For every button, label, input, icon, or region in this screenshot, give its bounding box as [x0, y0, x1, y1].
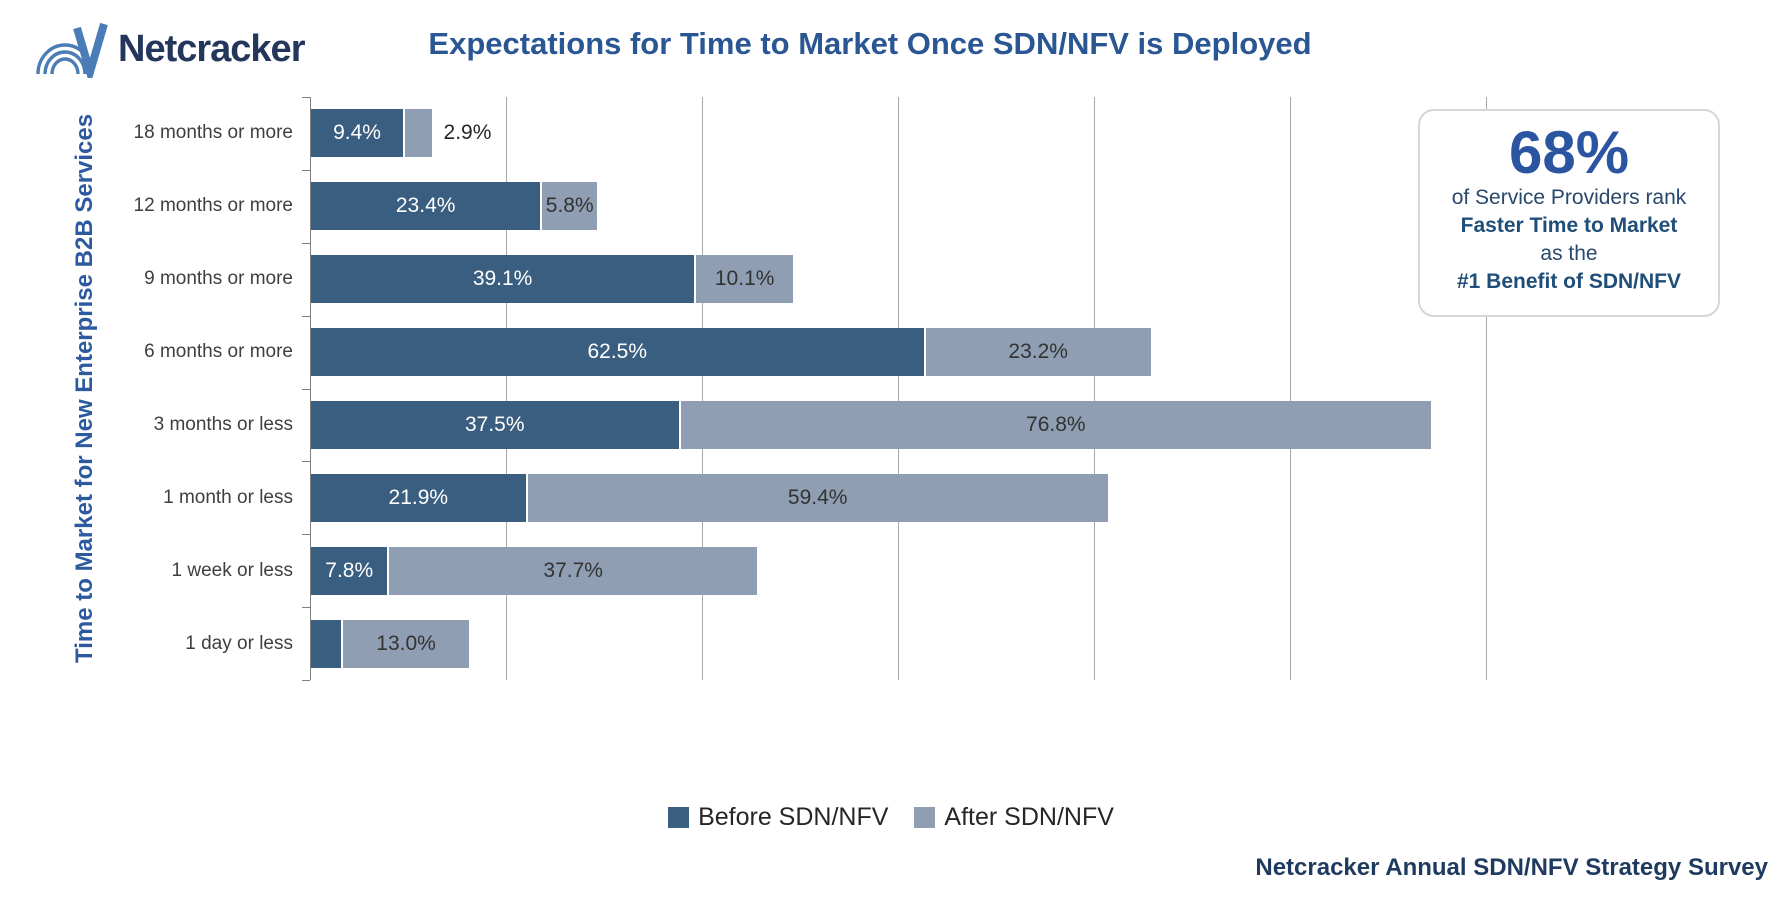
axis-tick — [302, 169, 310, 171]
gridline — [898, 97, 899, 680]
bar-label-after: 13.0% — [376, 631, 436, 655]
category-label: 1 week or less — [171, 559, 293, 581]
category-label: 12 months or more — [133, 195, 293, 217]
bar-segment-before: 23.4% — [311, 182, 541, 231]
legend: Before SDN/NFV After SDN/NFV — [0, 803, 1782, 832]
bar-label-before: 62.5% — [587, 340, 648, 364]
gridline — [1290, 97, 1291, 680]
category-axis: 18 months or more 12 months or more 9 mont… — [0, 97, 293, 680]
bar-segment-before: 9.4% — [311, 109, 404, 158]
bar-label-before: 37.5% — [464, 412, 525, 436]
callout-line-3: as the — [1540, 241, 1598, 265]
bar-label-before: 21.9% — [388, 485, 449, 509]
axis-tick — [302, 388, 310, 390]
axis-tick — [302, 97, 310, 98]
category-label: 18 months or more — [133, 122, 293, 144]
bar-label-after: 59.4% — [787, 485, 848, 509]
category-label: 1 month or less — [163, 486, 293, 508]
logo-wordmark: Netcracker — [118, 27, 305, 70]
category-axis-line — [310, 97, 311, 680]
callout-box: 68% of Service Providers rank Faster Tim… — [1418, 109, 1720, 317]
legend-label-before: Before SDN/NFV — [698, 803, 889, 831]
bar-label-before: 7.8% — [325, 558, 374, 582]
legend-swatch-before — [668, 807, 690, 828]
bar-label-before: 9.4% — [333, 121, 381, 145]
chart-title: Expectations for Time to Market Once SDN… — [428, 26, 1312, 61]
axis-tick — [302, 534, 310, 536]
bar-label-after: 76.8% — [1026, 412, 1086, 436]
callout-headline: 68% — [1508, 119, 1630, 186]
bar-segment-before: 37.5% — [311, 400, 679, 449]
bar-label-after: 10.1% — [714, 267, 775, 291]
bar-label-before: 23.4% — [395, 194, 456, 218]
bar-segment-after: 76.8% — [678, 400, 1432, 449]
source-caption: Netcracker Annual SDN/NFV Strategy Surve… — [1255, 854, 1768, 881]
bar-label-before: 39.1% — [472, 267, 533, 291]
bar-segment-before: 21.9% — [311, 473, 526, 522]
bar-segment-before: 7.8% — [311, 546, 388, 595]
bar-label-after: 37.7% — [543, 558, 603, 582]
axis-tick — [302, 607, 310, 609]
netcracker-logo: Netcracker — [34, 20, 305, 78]
bar-label-after: 5.8% — [545, 194, 594, 218]
gridline — [1486, 97, 1487, 680]
bar-label-after: 23.2% — [1008, 340, 1068, 364]
legend-swatch-after — [914, 807, 936, 828]
legend-label-after: After SDN/NFV — [944, 803, 1114, 831]
netcracker-logo-icon — [36, 22, 108, 78]
legend-item-before: Before SDN/NFV — [668, 803, 888, 832]
callout-line-2: Faster Time to Market — [1460, 213, 1678, 237]
callout-line-4: #1 Benefit of SDN/NFV — [1456, 269, 1682, 293]
callout-line-1: of Service Providers rank — [1451, 186, 1687, 209]
legend-item-after: After SDN/NFV — [914, 803, 1114, 832]
bar-segment-before: 39.1% — [311, 255, 695, 304]
gridline — [506, 97, 507, 680]
gridline — [1094, 97, 1095, 680]
bar-segment-before — [311, 619, 342, 668]
bar-segment-after — [403, 109, 432, 158]
bar-segment-after: 5.8% — [540, 182, 598, 231]
category-label: 9 months or more — [144, 268, 293, 290]
gridline — [702, 97, 703, 680]
category-label: 6 months or more — [144, 341, 293, 363]
bar-segment-after: 37.7% — [387, 546, 757, 595]
category-label: 1 day or less — [185, 632, 293, 654]
category-label: 3 months or less — [153, 413, 293, 435]
bar-segment-after: 10.1% — [694, 255, 794, 304]
bar-segment-after: 23.2% — [923, 328, 1151, 377]
axis-tick — [302, 680, 310, 681]
bar-segment-before: 62.5% — [311, 328, 924, 377]
axis-tick — [302, 242, 310, 244]
bar-label-after: 2.9% — [443, 121, 492, 145]
plot-area: 9.4% 2.9% 23.4% 5.8% 39.1% 10.1% 62.5% 23.2% 37.… — [302, 97, 1487, 681]
bar-segment-after: 13.0% — [341, 619, 469, 668]
axis-tick — [302, 461, 310, 463]
bar-segment-after: 59.4% — [525, 473, 1108, 522]
axis-tick — [302, 315, 310, 317]
